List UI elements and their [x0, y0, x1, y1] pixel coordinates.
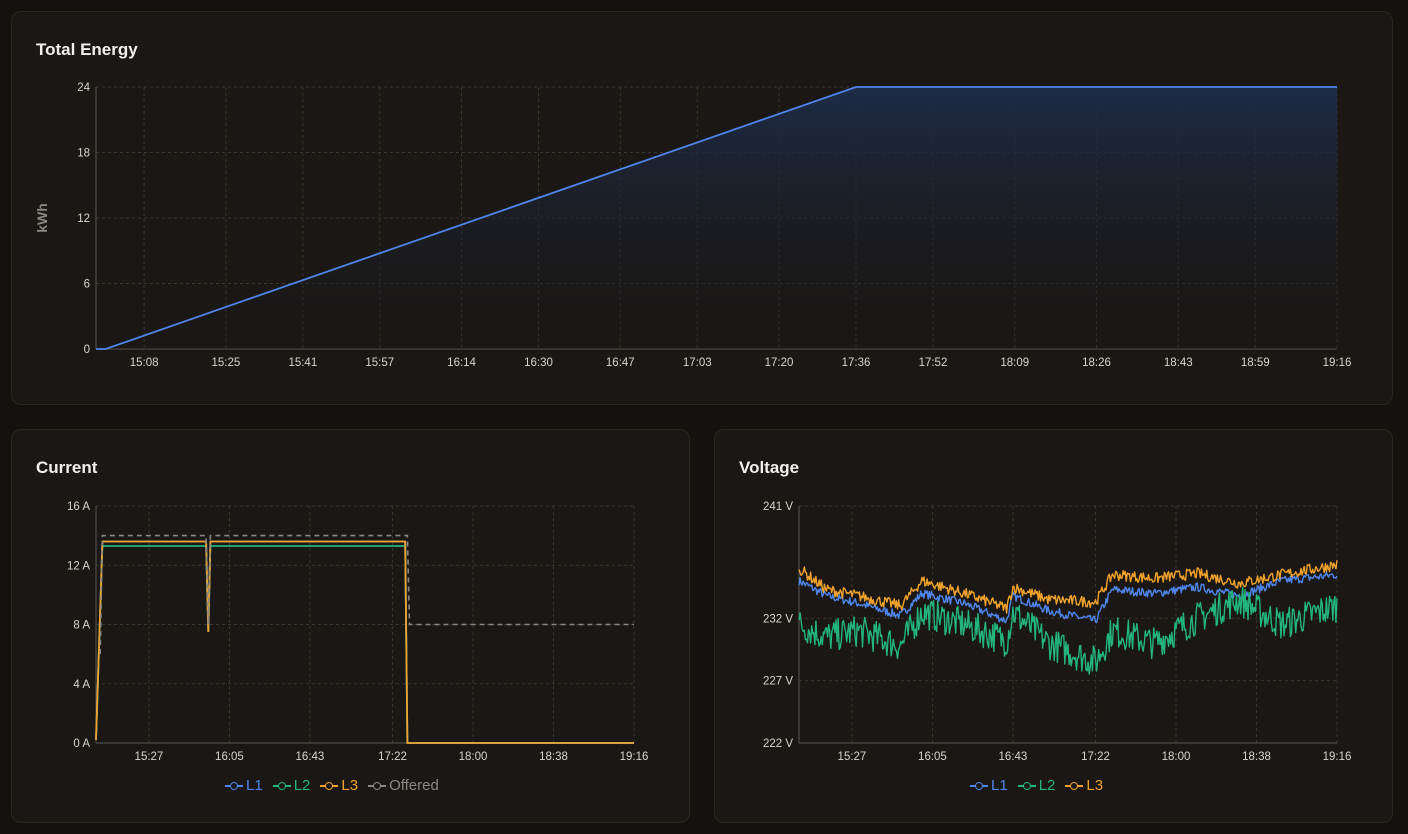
legend-item-l3[interactable]: L3 [1065, 777, 1103, 794]
current-title: Current [36, 458, 98, 477]
legend-marker-icon [1017, 781, 1036, 790]
legend-marker-icon [368, 781, 387, 790]
legend-label: L3 [341, 777, 359, 794]
legend-marker-icon [225, 781, 243, 790]
legend-label: L1 [246, 777, 263, 794]
legend-marker-icon [272, 781, 291, 790]
voltage-title: Voltage [739, 458, 800, 477]
total-energy-panel: Total Energy [11, 11, 1393, 405]
current-panel: Current [11, 429, 690, 823]
current-legend: L1 L2 L3 Offered [225, 777, 439, 794]
legend-item-l3[interactable]: L3 [320, 777, 358, 794]
legend-item-l2[interactable]: L2 [1017, 777, 1056, 794]
legend-label: Offered [389, 777, 439, 794]
legend-marker-icon [320, 781, 339, 790]
legend-label: L2 [1038, 777, 1056, 794]
legend-item-l1[interactable]: L1 [225, 777, 263, 794]
legend-label: L2 [293, 777, 311, 794]
legend-marker-icon [970, 781, 988, 790]
voltage-legend: L1 L2 L3 [970, 777, 1103, 794]
legend-item-l1[interactable]: L1 [970, 777, 1008, 794]
voltage-panel: Voltage [714, 429, 1393, 823]
legend-marker-icon [1065, 781, 1084, 790]
legend-label: L1 [991, 777, 1008, 794]
legend-item-l2[interactable]: L2 [272, 777, 311, 794]
total-energy-title: Total Energy [36, 40, 138, 59]
legend-label: L3 [1086, 777, 1104, 794]
legend-item-offered[interactable]: Offered [368, 777, 439, 794]
